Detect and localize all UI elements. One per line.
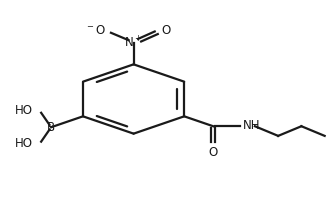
Text: O: O bbox=[161, 24, 171, 37]
Text: B: B bbox=[47, 121, 55, 134]
Text: O: O bbox=[208, 146, 218, 159]
Text: N$^+$: N$^+$ bbox=[124, 35, 143, 50]
Text: HO: HO bbox=[15, 104, 33, 117]
Text: HO: HO bbox=[15, 137, 33, 150]
Text: $^-$O: $^-$O bbox=[85, 24, 106, 37]
Text: NH: NH bbox=[243, 119, 261, 132]
